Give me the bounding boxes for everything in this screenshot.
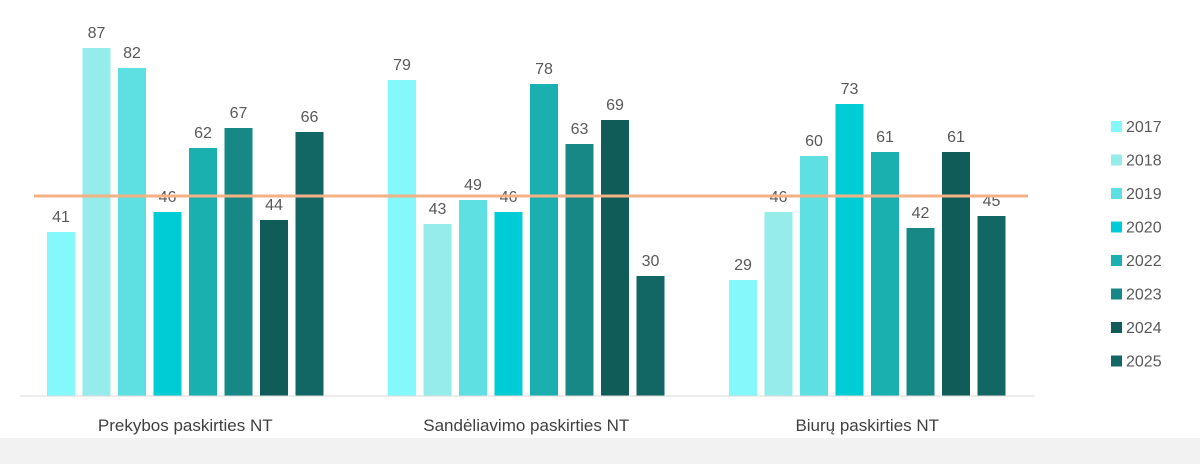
bar-2018-cat-2 (423, 224, 452, 396)
category-label-1: Prekybos paskirties NT (98, 416, 273, 435)
legend-swatch-2022 (1111, 255, 1122, 266)
bar-2025-cat-3 (977, 216, 1006, 396)
bar-2023-cat-3 (906, 228, 935, 396)
value-label-2024-cat-3: 61 (947, 129, 965, 146)
value-label-2025-cat-1: 66 (301, 109, 319, 126)
legend-label-2025: 2025 (1126, 354, 1162, 371)
bar-2017-cat-3 (729, 280, 757, 396)
footer-band (0, 438, 1200, 464)
bar-2024-cat-3 (942, 152, 970, 396)
legend-label-2018: 2018 (1126, 153, 1162, 170)
legend-label-2024: 2024 (1126, 320, 1162, 337)
legend-label-2020: 2020 (1126, 220, 1162, 237)
value-label-2023-cat-1: 67 (230, 105, 248, 122)
bar-2024-cat-1 (260, 220, 288, 396)
legend-swatch-2019 (1111, 188, 1122, 199)
legend-swatch-2025 (1111, 355, 1122, 367)
value-label-2022-cat-3: 61 (876, 129, 894, 146)
bar-2019-cat-3 (800, 156, 828, 396)
value-label-2025-cat-2: 30 (642, 253, 660, 270)
bar-2022-cat-2 (530, 84, 558, 396)
legend-swatch-2018 (1111, 154, 1122, 166)
bar-2024-cat-2 (601, 120, 629, 396)
bar-2018-cat-1 (82, 48, 111, 396)
legend-swatch-2023 (1111, 288, 1122, 300)
value-label-2020-cat-3: 73 (841, 81, 859, 98)
value-label-2017-cat-1: 41 (52, 209, 70, 226)
value-label-2024-cat-2: 69 (606, 97, 624, 114)
value-label-2019-cat-3: 60 (805, 133, 823, 150)
legend-swatch-2020 (1111, 221, 1122, 233)
value-label-2018-cat-1: 87 (88, 25, 106, 42)
bar-2020-cat-3 (835, 104, 864, 396)
value-label-2023-cat-2: 63 (571, 121, 589, 138)
value-label-2024-cat-1: 44 (265, 197, 283, 214)
bar-2025-cat-1 (295, 132, 324, 396)
legend-label-2022: 2022 (1126, 253, 1162, 270)
value-label-2017-cat-2: 79 (393, 57, 411, 74)
legend-label-2023: 2023 (1126, 287, 1162, 304)
bar-2017-cat-1 (47, 232, 75, 396)
bar-2018-cat-3 (764, 212, 793, 396)
bar-2023-cat-2 (565, 144, 594, 396)
bar-2025-cat-2 (636, 276, 665, 396)
category-label-3: Biurų paskirties NT (795, 416, 939, 435)
value-label-2022-cat-1: 62 (194, 125, 212, 142)
bar-2023-cat-1 (224, 128, 253, 396)
value-label-2018-cat-2: 43 (429, 201, 447, 218)
value-label-2019-cat-2: 49 (464, 177, 482, 194)
value-label-2023-cat-3: 42 (912, 205, 930, 222)
legend-label-2019: 2019 (1126, 186, 1162, 203)
legend-swatch-2017 (1111, 121, 1122, 132)
value-label-2022-cat-2: 78 (535, 61, 553, 78)
bar-2022-cat-1 (189, 148, 217, 396)
bar-2022-cat-3 (871, 152, 899, 396)
bar-2020-cat-1 (153, 212, 182, 396)
legend-label-2017: 2017 (1126, 119, 1162, 136)
bar-2019-cat-2 (459, 200, 487, 396)
value-label-2017-cat-3: 29 (734, 257, 752, 274)
value-label-2019-cat-1: 82 (123, 45, 141, 62)
legend-swatch-2024 (1111, 322, 1122, 333)
bar-2019-cat-1 (118, 68, 146, 396)
bar-2020-cat-2 (494, 212, 523, 396)
category-label-2: Sandėliavimo paskirties NT (423, 416, 629, 435)
bar-2017-cat-2 (388, 80, 416, 396)
